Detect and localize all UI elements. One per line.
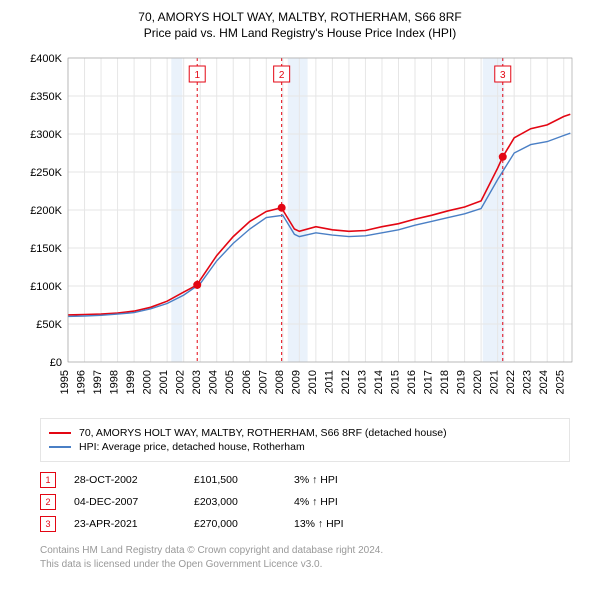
legend-swatch-2 [49,446,71,448]
footer: Contains HM Land Registry data © Crown c… [40,544,570,571]
svg-text:2011: 2011 [323,370,335,394]
svg-text:2010: 2010 [307,370,319,394]
price-1: £101,500 [194,474,294,486]
svg-text:2007: 2007 [257,370,269,394]
svg-text:2005: 2005 [224,370,236,394]
chart-svg: £0 £50K £100K £150K £200K £250K £300K £350K £400… [20,48,580,408]
svg-text:£0: £0 [50,357,62,369]
svg-text:2003: 2003 [191,370,203,394]
date-1: 28-OCT-2002 [74,474,194,486]
svg-text:2014: 2014 [373,370,385,394]
svg-text:1995: 1995 [59,370,71,394]
hpi-2: 4% ↑ HPI [294,496,394,508]
svg-text:2: 2 [279,70,285,81]
chart: £0 £50K £100K £150K £200K £250K £300K £350K £400… [20,48,580,408]
transactions-table: 1 28-OCT-2002 £101,500 3% ↑ HPI 2 04-DEC… [40,472,570,532]
badge-2: 2 [40,494,56,510]
svg-text:£300K: £300K [30,129,62,141]
svg-text:2016: 2016 [406,370,418,394]
badge-1: 1 [40,472,56,488]
price-3: £270,000 [194,518,294,530]
svg-text:£100K: £100K [30,281,62,293]
svg-text:1996: 1996 [76,370,88,394]
legend-item-1: 70, AMORYS HOLT WAY, MALTBY, ROTHERHAM, … [49,427,561,439]
legend-item-2: HPI: Average price, detached house, Roth… [49,441,561,453]
svg-text:2017: 2017 [423,370,435,394]
legend-swatch-1 [49,432,71,434]
svg-text:£200K: £200K [30,205,62,217]
svg-text:2024: 2024 [538,370,550,394]
svg-text:2004: 2004 [208,370,220,394]
table-row: 2 04-DEC-2007 £203,000 4% ↑ HPI [40,494,570,510]
title-address: 70, AMORYS HOLT WAY, MALTBY, ROTHERHAM, … [10,10,590,24]
svg-text:2012: 2012 [340,370,352,394]
date-2: 04-DEC-2007 [74,496,194,508]
table-row: 3 23-APR-2021 £270,000 13% ↑ HPI [40,516,570,532]
svg-text:2020: 2020 [472,370,484,394]
svg-text:£150K: £150K [30,243,62,255]
hpi-3: 13% ↑ HPI [294,518,394,530]
svg-text:1997: 1997 [92,370,104,394]
svg-text:2008: 2008 [274,370,286,394]
svg-text:3: 3 [500,70,506,81]
svg-text:2025: 2025 [555,370,567,394]
svg-text:1: 1 [194,70,200,81]
svg-text:2013: 2013 [356,370,368,394]
svg-text:£400K: £400K [30,53,62,65]
svg-text:2023: 2023 [522,370,534,394]
footer-line-2: This data is licensed under the Open Gov… [40,558,570,572]
titles: 70, AMORYS HOLT WAY, MALTBY, ROTHERHAM, … [10,10,590,40]
date-3: 23-APR-2021 [74,518,194,530]
svg-text:2015: 2015 [389,370,401,394]
legend-label-2: HPI: Average price, detached house, Roth… [79,441,305,453]
svg-text:£50K: £50K [36,319,62,331]
svg-text:2018: 2018 [439,370,451,394]
page: 70, AMORYS HOLT WAY, MALTBY, ROTHERHAM, … [0,0,600,590]
hpi-1: 3% ↑ HPI [294,474,394,486]
svg-text:2022: 2022 [505,370,517,394]
svg-text:£250K: £250K [30,167,62,179]
svg-text:1998: 1998 [109,370,121,394]
svg-text:2009: 2009 [290,370,302,394]
svg-text:2000: 2000 [142,370,154,394]
svg-text:2019: 2019 [456,370,468,394]
legend: 70, AMORYS HOLT WAY, MALTBY, ROTHERHAM, … [40,418,570,462]
badge-3: 3 [40,516,56,532]
legend-label-1: 70, AMORYS HOLT WAY, MALTBY, ROTHERHAM, … [79,427,447,439]
svg-text:2021: 2021 [489,370,501,394]
svg-text:£350K: £350K [30,91,62,103]
price-2: £203,000 [194,496,294,508]
svg-text:2002: 2002 [175,370,187,394]
svg-text:1999: 1999 [125,370,137,394]
svg-text:2001: 2001 [158,370,170,394]
svg-text:2006: 2006 [241,370,253,394]
footer-line-1: Contains HM Land Registry data © Crown c… [40,544,570,558]
table-row: 1 28-OCT-2002 £101,500 3% ↑ HPI [40,472,570,488]
title-subtitle: Price paid vs. HM Land Registry's House … [10,26,590,40]
